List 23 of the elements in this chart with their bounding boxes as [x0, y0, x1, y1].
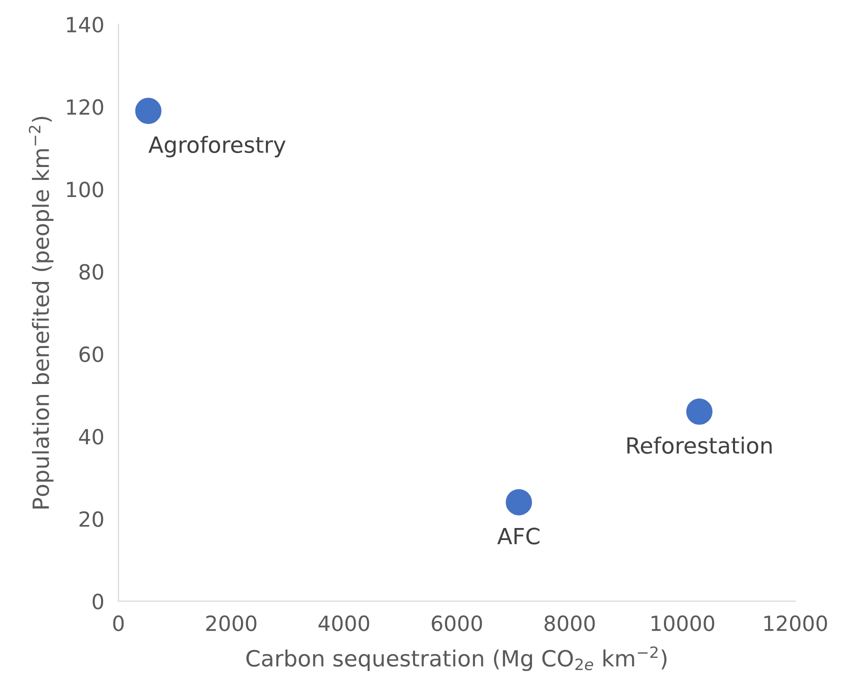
y-axis-title: Population benefited (people km$^{−2}$)	[28, 116, 54, 508]
annotation: Agroforestry	[148, 136, 286, 158]
y-tick-label: 80	[79, 264, 104, 280]
annotation: AFC	[497, 528, 540, 544]
x-tick-label: 8000	[544, 615, 595, 632]
point	[506, 489, 532, 516]
y-tick-label: 60	[79, 346, 104, 362]
y-tick-label: 120	[67, 99, 104, 115]
y-tick-label: 40	[79, 428, 104, 445]
x-tick-label: 12000	[764, 615, 827, 632]
point	[135, 98, 162, 124]
point	[686, 398, 712, 425]
x-tick-label: 0	[113, 615, 124, 632]
y-tick-label: 0	[92, 594, 104, 610]
annotation: Reforestation	[627, 436, 772, 454]
y-tick-label: 140	[67, 16, 104, 33]
y-tick-label: 100	[67, 182, 104, 198]
y-tick-label: 20	[80, 511, 104, 527]
x-tick-label: 4000	[318, 615, 370, 632]
x-axis-title: Carbon sequestration (Mg CO$_{2e}$ km$^{−2}$)	[246, 646, 666, 672]
x-tick-label: 10000	[652, 615, 714, 632]
x-tick-label: 2000	[206, 615, 256, 632]
x-tick-label: 6000	[432, 615, 482, 632]
